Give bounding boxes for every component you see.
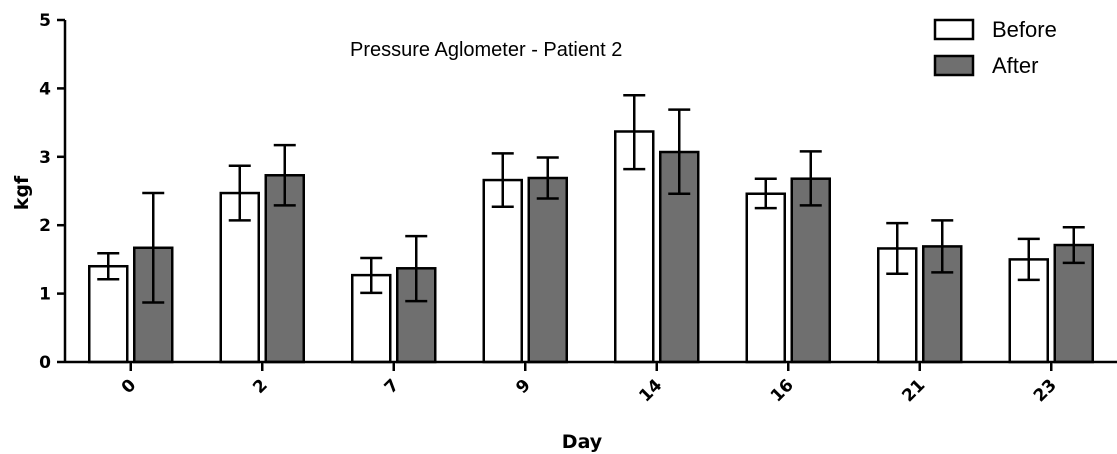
- legend-swatch-after: [933, 54, 975, 77]
- x-tick-label-7: 7: [381, 375, 404, 398]
- y-tick-label-1: 1: [39, 285, 51, 305]
- legend-label-after: After: [992, 53, 1038, 78]
- y-tick-label-0: 0: [39, 353, 51, 373]
- legend-swatch-before: [933, 18, 975, 41]
- y-tick-label-2: 2: [39, 216, 51, 236]
- x-tick-label-0: 0: [118, 375, 141, 398]
- y-axis: 0 1 2 3 4 5: [39, 11, 67, 373]
- x-axis-label: Day: [562, 431, 603, 453]
- plot-area: [88, 93, 1094, 364]
- bar-after-day-9: [527, 176, 568, 364]
- chart-title: Pressure Aglometer - Patient 2: [350, 39, 622, 61]
- x-tick-label-16: 16: [767, 375, 798, 406]
- x-axis: 0 2 7 9 14 16 21 23: [65, 360, 1117, 406]
- legend-label-before: Before: [992, 17, 1057, 42]
- x-tick-label-23: 23: [1030, 375, 1061, 406]
- bar-after-day-23: [1053, 243, 1094, 364]
- y-tick-label-5: 5: [39, 11, 51, 31]
- y-tick-label-4: 4: [39, 79, 51, 99]
- bar-before-day-16: [745, 192, 786, 364]
- bar-before-day-0: [88, 264, 129, 364]
- legend: Before After: [933, 17, 1057, 78]
- x-tick-label-14: 14: [635, 375, 666, 406]
- x-tick-label-21: 21: [898, 375, 929, 406]
- bar-before-day-9: [482, 178, 523, 364]
- bar-after-day-16: [790, 177, 831, 364]
- y-tick-label-3: 3: [39, 148, 51, 168]
- y-axis-label: kgf: [11, 175, 33, 210]
- x-tick-label-2: 2: [249, 375, 272, 398]
- x-tick-label-9: 9: [512, 375, 535, 398]
